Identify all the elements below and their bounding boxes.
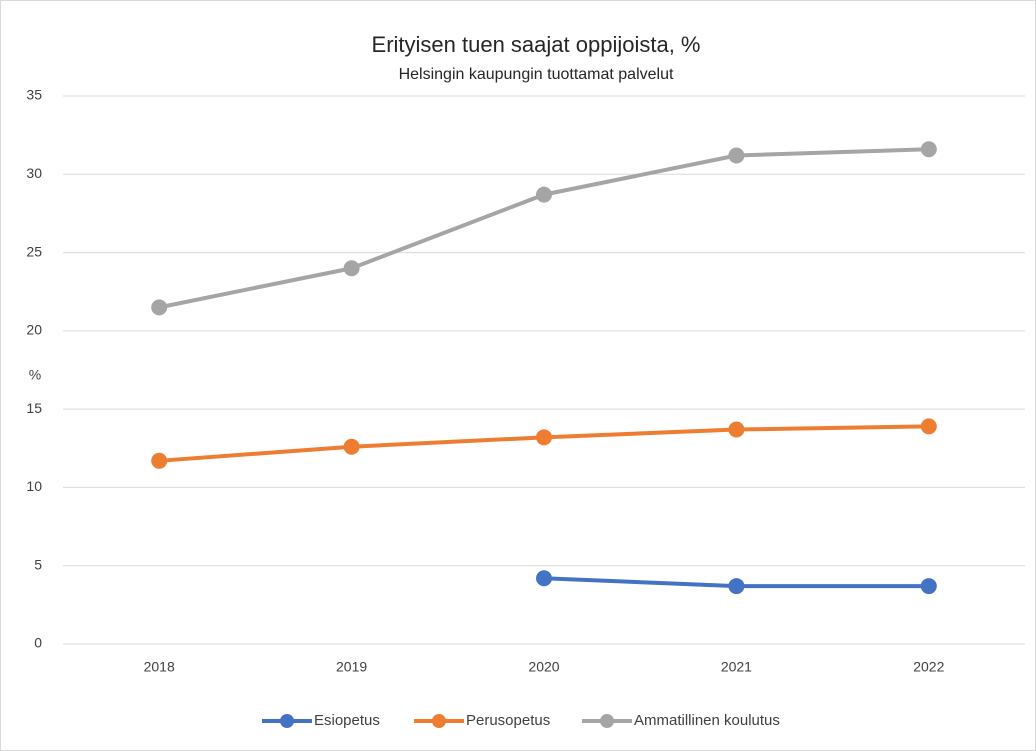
point [920,418,937,435]
point [536,570,552,587]
legend-label: Ammatillinen koulutus [634,712,780,729]
y-axis-label: % [29,367,41,383]
point [920,141,937,158]
x-tick-label: 2019 [336,659,367,675]
chart-subtitle: Helsingin kaupungin tuottamat palvelut [399,66,674,83]
y-tick-label: 10 [26,478,42,494]
point [728,421,745,438]
y-tick-label: 5 [34,556,42,572]
point [343,260,360,277]
point [728,578,745,595]
legend-marker [600,714,614,728]
legend-marker [432,714,446,728]
legend-label: Perusopetus [466,712,550,729]
point [151,452,168,469]
legend-marker [280,714,294,728]
y-tick-label: 0 [34,635,42,651]
y-tick-label: 15 [26,400,42,416]
y-tick-label: 30 [26,165,42,181]
point [343,438,360,455]
legend-label: Esiopetus [314,712,380,729]
y-tick-label: 25 [26,243,42,259]
x-tick-label: 2022 [913,659,944,675]
y-tick-label: 35 [26,87,42,103]
point [728,147,745,164]
point [151,299,168,316]
point [920,578,937,595]
x-tick-label: 2020 [528,659,559,675]
x-tick-label: 2018 [144,659,175,675]
y-tick-label: 20 [26,322,42,338]
point [536,429,552,446]
x-tick-label: 2021 [721,659,752,675]
chart-title: Erityisen tuen saajat oppijoista, % [372,32,701,57]
point [536,186,552,203]
